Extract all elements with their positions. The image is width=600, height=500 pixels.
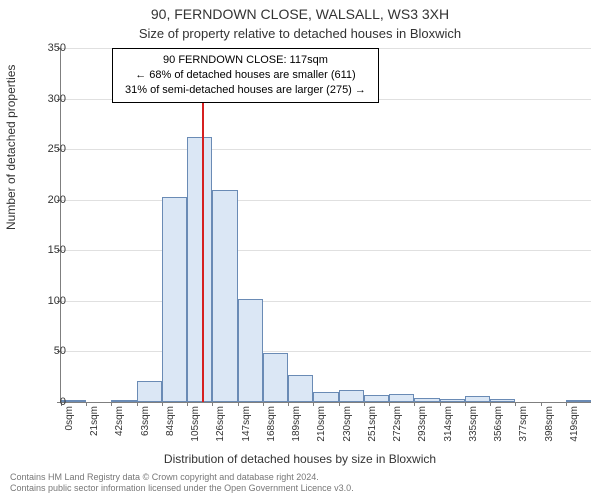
x-tick-mark bbox=[440, 402, 441, 406]
histogram-bar bbox=[490, 399, 515, 402]
histogram-bar bbox=[137, 381, 162, 402]
x-tick-label: 210sqm bbox=[316, 406, 327, 450]
x-tick-mark bbox=[86, 402, 87, 406]
y-axis-label: Number of detached properties bbox=[4, 65, 18, 230]
x-tick-mark bbox=[465, 402, 466, 406]
footer-attribution: Contains HM Land Registry data © Crown c… bbox=[10, 472, 354, 495]
x-tick-label: 168sqm bbox=[266, 406, 277, 450]
x-tick-mark bbox=[364, 402, 365, 406]
histogram-bar bbox=[465, 396, 490, 402]
y-tick-label: 200 bbox=[36, 194, 66, 206]
histogram-bar bbox=[414, 398, 439, 402]
footer-line-2: Contains public sector information licen… bbox=[10, 483, 354, 494]
footer-line-1: Contains HM Land Registry data © Crown c… bbox=[10, 472, 354, 483]
x-tick-mark bbox=[566, 402, 567, 406]
x-tick-label: 356sqm bbox=[493, 406, 504, 450]
x-tick-label: 293sqm bbox=[417, 406, 428, 450]
y-tick-label: 0 bbox=[36, 396, 66, 408]
gridline bbox=[61, 149, 591, 150]
histogram-bar bbox=[389, 394, 414, 402]
info-box: 90 FERNDOWN CLOSE: 117sqm ← 68% of detac… bbox=[112, 48, 379, 103]
x-tick-mark bbox=[515, 402, 516, 406]
title-subtitle: Size of property relative to detached ho… bbox=[0, 26, 600, 41]
x-tick-label: 377sqm bbox=[518, 406, 529, 450]
x-tick-mark bbox=[339, 402, 340, 406]
y-tick-label: 100 bbox=[36, 295, 66, 307]
x-tick-mark bbox=[187, 402, 188, 406]
x-tick-mark bbox=[389, 402, 390, 406]
x-axis-label: Distribution of detached houses by size … bbox=[0, 452, 600, 466]
info-line-2: ← 68% of detached houses are smaller (61… bbox=[125, 68, 366, 83]
info-line-3: 31% of semi-detached houses are larger (… bbox=[125, 83, 366, 98]
x-tick-mark bbox=[541, 402, 542, 406]
y-tick-label: 350 bbox=[36, 42, 66, 54]
y-tick-label: 50 bbox=[36, 345, 66, 357]
histogram-bar bbox=[339, 390, 364, 402]
histogram-bar bbox=[212, 190, 237, 402]
x-tick-label: 251sqm bbox=[367, 406, 378, 450]
histogram-bar bbox=[566, 400, 591, 402]
histogram-bar bbox=[313, 392, 338, 402]
x-tick-label: 398sqm bbox=[544, 406, 555, 450]
title-address: 90, FERNDOWN CLOSE, WALSALL, WS3 3XH bbox=[0, 6, 600, 22]
x-tick-label: 272sqm bbox=[392, 406, 403, 450]
x-tick-label: 419sqm bbox=[569, 406, 580, 450]
x-tick-label: 42sqm bbox=[114, 406, 125, 450]
x-tick-mark bbox=[414, 402, 415, 406]
x-tick-label: 335sqm bbox=[468, 406, 479, 450]
x-tick-mark bbox=[212, 402, 213, 406]
gridline bbox=[61, 351, 591, 352]
gridline bbox=[61, 250, 591, 251]
histogram-bar bbox=[263, 353, 288, 402]
histogram-bar bbox=[440, 399, 465, 402]
x-tick-mark bbox=[288, 402, 289, 406]
x-tick-mark bbox=[137, 402, 138, 406]
histogram-bar bbox=[238, 299, 263, 402]
x-tick-label: 21sqm bbox=[89, 406, 100, 450]
histogram-bar bbox=[162, 197, 187, 402]
x-tick-mark bbox=[313, 402, 314, 406]
x-tick-mark bbox=[162, 402, 163, 406]
x-tick-mark bbox=[490, 402, 491, 406]
x-tick-mark bbox=[111, 402, 112, 406]
y-tick-label: 300 bbox=[36, 93, 66, 105]
x-tick-label: 0sqm bbox=[64, 406, 75, 450]
histogram-bar bbox=[111, 400, 136, 402]
x-tick-label: 63sqm bbox=[140, 406, 151, 450]
gridline bbox=[61, 301, 591, 302]
x-tick-label: 84sqm bbox=[165, 406, 176, 450]
y-tick-label: 150 bbox=[36, 244, 66, 256]
gridline bbox=[61, 200, 591, 201]
x-tick-label: 314sqm bbox=[443, 406, 454, 450]
x-tick-label: 105sqm bbox=[190, 406, 201, 450]
x-tick-label: 147sqm bbox=[241, 406, 252, 450]
histogram-bar bbox=[288, 375, 313, 402]
x-tick-mark bbox=[263, 402, 264, 406]
x-tick-label: 189sqm bbox=[291, 406, 302, 450]
y-tick-label: 250 bbox=[36, 143, 66, 155]
x-tick-label: 230sqm bbox=[342, 406, 353, 450]
x-tick-label: 126sqm bbox=[215, 406, 226, 450]
histogram-bar bbox=[364, 395, 389, 402]
histogram-bar bbox=[187, 137, 212, 402]
x-tick-mark bbox=[238, 402, 239, 406]
info-line-1: 90 FERNDOWN CLOSE: 117sqm bbox=[125, 53, 366, 68]
